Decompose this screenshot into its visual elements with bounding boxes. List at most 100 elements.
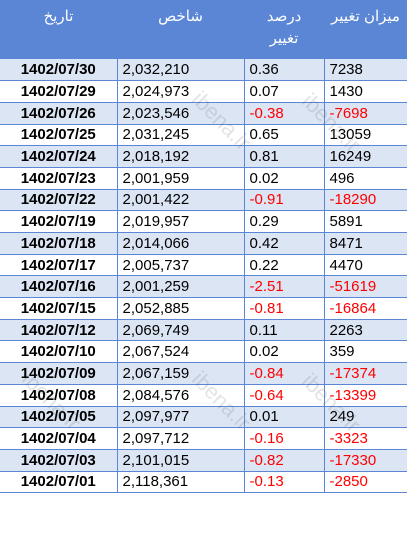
percent-cell: -0.91 bbox=[243, 189, 324, 212]
change-cell: -18290 bbox=[323, 189, 407, 212]
date-cell: 1402/07/09 bbox=[0, 362, 117, 385]
index-cell: 2,018,192 bbox=[116, 145, 244, 168]
percent-cell: 0.42 bbox=[243, 232, 324, 255]
index-cell: 2,067,159 bbox=[116, 362, 244, 385]
change-cell: 5891 bbox=[323, 210, 407, 233]
index-cell: 2,023,546 bbox=[116, 102, 244, 125]
percent-cell: 0.22 bbox=[243, 254, 324, 277]
index-cell: 2,101,015 bbox=[116, 449, 244, 472]
table-row: 1402/07/05 2,097,977 0.01 249 bbox=[0, 406, 407, 429]
index-cell: 2,084,576 bbox=[116, 384, 244, 407]
percent-cell: -0.16 bbox=[243, 427, 324, 450]
change-cell: 249 bbox=[323, 406, 407, 429]
index-cell: 2,005,737 bbox=[116, 254, 244, 277]
percent-cell: 0.29 bbox=[243, 210, 324, 233]
change-cell: -13399 bbox=[323, 384, 407, 407]
table-row: 1402/07/03 2,101,015 -0.82 -17330 bbox=[0, 449, 407, 472]
index-cell: 2,031,245 bbox=[116, 124, 244, 147]
change-cell: 8471 bbox=[323, 232, 407, 255]
header-date: تاریخ bbox=[43, 8, 74, 25]
percent-cell: -0.81 bbox=[243, 297, 324, 320]
index-cell: 2,024,973 bbox=[116, 80, 244, 103]
date-cell: 1402/07/22 bbox=[0, 189, 117, 212]
header-index: شاخص bbox=[158, 8, 203, 25]
index-cell: 2,014,066 bbox=[116, 232, 244, 255]
table-row: 1402/07/10 2,067,524 0.02 359 bbox=[0, 340, 407, 364]
index-cell: 2,067,524 bbox=[116, 340, 244, 364]
percent-cell: 0.81 bbox=[243, 145, 324, 168]
change-cell: -3323 bbox=[323, 427, 407, 450]
table-row: 1402/07/19 2,019,957 0.29 5891 bbox=[0, 210, 407, 233]
date-cell: 1402/07/30 bbox=[0, 59, 117, 82]
change-cell: 13059 bbox=[323, 124, 407, 147]
percent-cell: 0.65 bbox=[243, 124, 324, 147]
date-cell: 1402/07/03 bbox=[0, 449, 117, 472]
table-row: 1402/07/22 2,001,422 -0.91 -18290 bbox=[0, 189, 407, 212]
change-cell: 496 bbox=[323, 167, 407, 190]
date-cell: 1402/07/10 bbox=[0, 340, 117, 364]
index-cell: 2,001,259 bbox=[116, 275, 244, 299]
index-cell: 2,001,959 bbox=[116, 167, 244, 190]
table-row: 1402/07/16 2,001,259 -2.51 -51619 bbox=[0, 275, 407, 299]
date-cell: 1402/07/24 bbox=[0, 145, 117, 168]
table-row: 1402/07/18 2,014,066 0.42 8471 bbox=[0, 232, 407, 255]
index-cell: 2,001,422 bbox=[116, 189, 244, 212]
date-cell: 1402/07/05 bbox=[0, 406, 117, 429]
change-cell: 7238 bbox=[323, 59, 407, 82]
table-row: 1402/07/04 2,097,712 -0.16 -3323 bbox=[0, 427, 407, 450]
date-cell: 1402/07/23 bbox=[0, 167, 117, 190]
percent-cell: 0.07 bbox=[243, 80, 324, 103]
change-cell: 1430 bbox=[323, 80, 407, 103]
percent-cell: 0.02 bbox=[243, 167, 324, 190]
table-row: 1402/07/17 2,005,737 0.22 4470 bbox=[0, 254, 407, 277]
date-cell: 1402/07/08 bbox=[0, 384, 117, 407]
table-row: 1402/07/08 2,084,576 -0.64 -13399 bbox=[0, 384, 407, 407]
date-cell: 1402/07/16 bbox=[0, 275, 117, 299]
date-cell: 1402/07/29 bbox=[0, 80, 117, 103]
change-cell: 2263 bbox=[323, 319, 407, 342]
percent-cell: 0.01 bbox=[243, 406, 324, 429]
index-cell: 2,097,977 bbox=[116, 406, 244, 429]
table-header: تاریخ شاخص درصد تغییر میزان تغییر bbox=[0, 0, 407, 59]
change-cell: 16249 bbox=[323, 145, 407, 168]
date-cell: 1402/07/15 bbox=[0, 297, 117, 320]
change-cell: 4470 bbox=[323, 254, 407, 277]
date-cell: 1402/07/25 bbox=[0, 124, 117, 147]
table-row: 1402/07/30 2,032,210 0.36 7238 bbox=[0, 59, 407, 82]
index-cell: 2,032,210 bbox=[116, 59, 244, 82]
index-cell: 2,019,957 bbox=[116, 210, 244, 233]
percent-cell: -0.64 bbox=[243, 384, 324, 407]
table-row: 1402/07/23 2,001,959 0.02 496 bbox=[0, 167, 407, 190]
percent-cell: -0.38 bbox=[243, 102, 324, 125]
change-cell: -16864 bbox=[323, 297, 407, 320]
percent-cell: -2.51 bbox=[243, 275, 324, 299]
table-row: 1402/07/24 2,018,192 0.81 16249 bbox=[0, 145, 407, 168]
percent-cell: 0.11 bbox=[243, 319, 324, 342]
table-row: 1402/07/01 2,118,361 -0.13 -2850 bbox=[0, 471, 407, 494]
change-cell: 359 bbox=[323, 340, 407, 364]
table-row: 1402/07/09 2,067,159 -0.84 -17374 bbox=[0, 362, 407, 385]
percent-cell: 0.36 bbox=[243, 59, 324, 82]
date-cell: 1402/07/12 bbox=[0, 319, 117, 342]
table-row: 1402/07/12 2,069,749 0.11 2263 bbox=[0, 319, 407, 342]
date-cell: 1402/07/01 bbox=[0, 471, 117, 494]
date-cell: 1402/07/26 bbox=[0, 102, 117, 125]
date-cell: 1402/07/18 bbox=[0, 232, 117, 255]
index-cell: 2,052,885 bbox=[116, 297, 244, 320]
date-cell: 1402/07/19 bbox=[0, 210, 117, 233]
table-row: 1402/07/26 2,023,546 -0.38 -7698 bbox=[0, 102, 407, 125]
table-row: 1402/07/15 2,052,885 -0.81 -16864 bbox=[0, 297, 407, 320]
change-cell: -17330 bbox=[323, 449, 407, 472]
index-cell: 2,069,749 bbox=[116, 319, 244, 342]
date-cell: 1402/07/17 bbox=[0, 254, 117, 277]
date-cell: 1402/07/04 bbox=[0, 427, 117, 450]
header-percent-line2: تغییر bbox=[269, 30, 299, 47]
change-cell: -7698 bbox=[323, 102, 407, 125]
change-cell: -17374 bbox=[323, 362, 407, 385]
table-row: 1402/07/29 2,024,973 0.07 1430 bbox=[0, 80, 407, 103]
change-cell: -2850 bbox=[323, 471, 407, 494]
percent-cell: -0.13 bbox=[243, 471, 324, 494]
percent-cell: -0.82 bbox=[243, 449, 324, 472]
header-change: میزان تغییر bbox=[331, 8, 400, 25]
index-cell: 2,097,712 bbox=[116, 427, 244, 450]
